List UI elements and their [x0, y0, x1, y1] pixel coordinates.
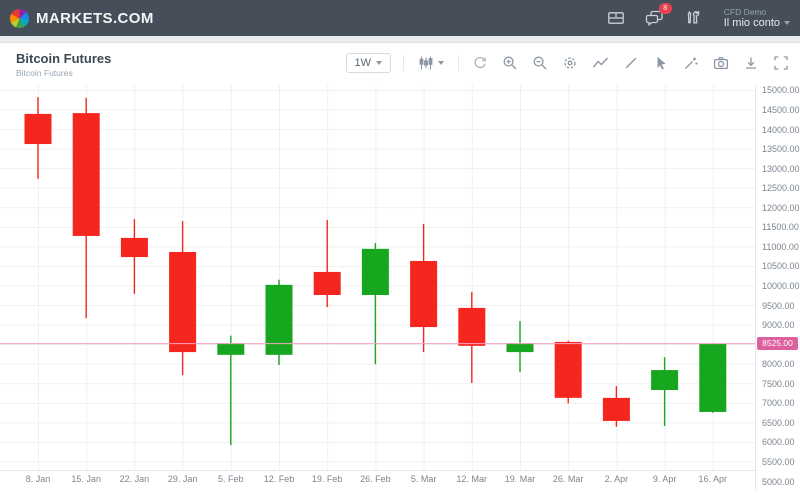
candle-down	[72, 97, 100, 319]
candle-up	[361, 242, 389, 365]
candle-up	[699, 343, 727, 413]
gear-icon	[564, 57, 576, 69]
chart-panel: Bitcoin Futures Bitcoin Futures 1W	[0, 42, 800, 495]
candle-down	[24, 97, 52, 179]
zoom-out-icon-button[interactable]	[531, 54, 549, 72]
zoom-out-icon	[533, 56, 547, 70]
top-navigation-bar: MARKETS.COM 8	[0, 0, 800, 36]
trendline-icon	[625, 57, 637, 69]
cursor-icon-button[interactable]	[652, 54, 670, 72]
refresh-icon	[474, 56, 486, 69]
timeframe-dropdown[interactable]: 1W	[345, 53, 391, 73]
candle-down	[313, 219, 341, 308]
tools-icon	[687, 10, 700, 24]
refresh-icon-button[interactable]	[471, 54, 489, 72]
candle-down	[458, 291, 486, 383]
candle-down	[120, 219, 148, 294]
grid-lines	[0, 85, 756, 470]
chart-canvas[interactable]	[0, 85, 756, 470]
candle-up	[265, 279, 293, 366]
chart-type-dropdown[interactable]	[416, 53, 446, 73]
candlestick-type-icon	[419, 56, 433, 70]
chart-panel-header: Bitcoin Futures Bitcoin Futures 1W	[0, 43, 800, 78]
candle-down	[554, 340, 582, 404]
magic-wand-icon-button[interactable]	[682, 54, 700, 72]
fullscreen-icon	[774, 56, 788, 70]
candle-up	[506, 321, 534, 373]
page-subtitle: Bitcoin Futures	[16, 68, 73, 78]
page-title: Bitcoin Futures	[16, 51, 112, 66]
account-name-label: Il mio conto	[724, 17, 790, 29]
brand-text: MARKETS.COM	[36, 9, 154, 27]
tools-icon-button[interactable]	[682, 7, 704, 29]
camera-icon-button[interactable]	[712, 54, 730, 72]
chevron-down-icon	[438, 61, 444, 65]
indicators-zigzag-icon	[592, 57, 609, 68]
layout-grid-icon-button[interactable]	[605, 7, 627, 29]
candle-down	[169, 221, 197, 376]
toolbar-divider	[458, 55, 459, 71]
zoom-in-icon-button[interactable]	[501, 54, 519, 72]
account-menu[interactable]: CFD Demo Il mio conto	[724, 7, 790, 29]
account-name-text: Il mio conto	[723, 17, 780, 29]
chart-toolbar: 1W	[345, 53, 791, 73]
candle-up	[651, 357, 679, 427]
instrument-titles: Bitcoin Futures Bitcoin Futures	[16, 51, 111, 78]
topbar-actions: 8 CFD Demo Il mio conto	[605, 3, 790, 29]
markets-logo-icon	[10, 8, 29, 28]
account-type-label: CFD Demo	[723, 7, 767, 17]
chat-icon-button[interactable]: 8	[643, 3, 672, 29]
cursor-pointer-icon	[657, 56, 666, 70]
camera-icon	[713, 57, 729, 70]
candle-down	[602, 386, 630, 427]
candle-down	[410, 223, 438, 353]
chevron-down-icon	[376, 61, 382, 65]
download-icon-button[interactable]	[742, 54, 760, 72]
zoom-in-icon	[503, 56, 517, 70]
download-icon	[746, 57, 756, 69]
notification-badge: 8	[658, 3, 672, 14]
indicators-icon-button[interactable]	[591, 54, 610, 72]
candle-up	[217, 335, 245, 446]
magic-wand-icon	[685, 57, 698, 69]
chevron-down-icon	[784, 21, 790, 25]
settings-gear-icon-button[interactable]	[561, 54, 579, 72]
timeframe-value: 1W	[354, 57, 372, 69]
fullscreen-icon-button[interactable]	[772, 54, 790, 72]
brand-logo[interactable]: MARKETS.COM	[10, 8, 154, 28]
layout-grid-icon	[607, 12, 624, 24]
toolbar-divider	[403, 55, 404, 71]
chat-icon	[645, 10, 663, 27]
trendline-icon-button[interactable]	[622, 54, 640, 72]
